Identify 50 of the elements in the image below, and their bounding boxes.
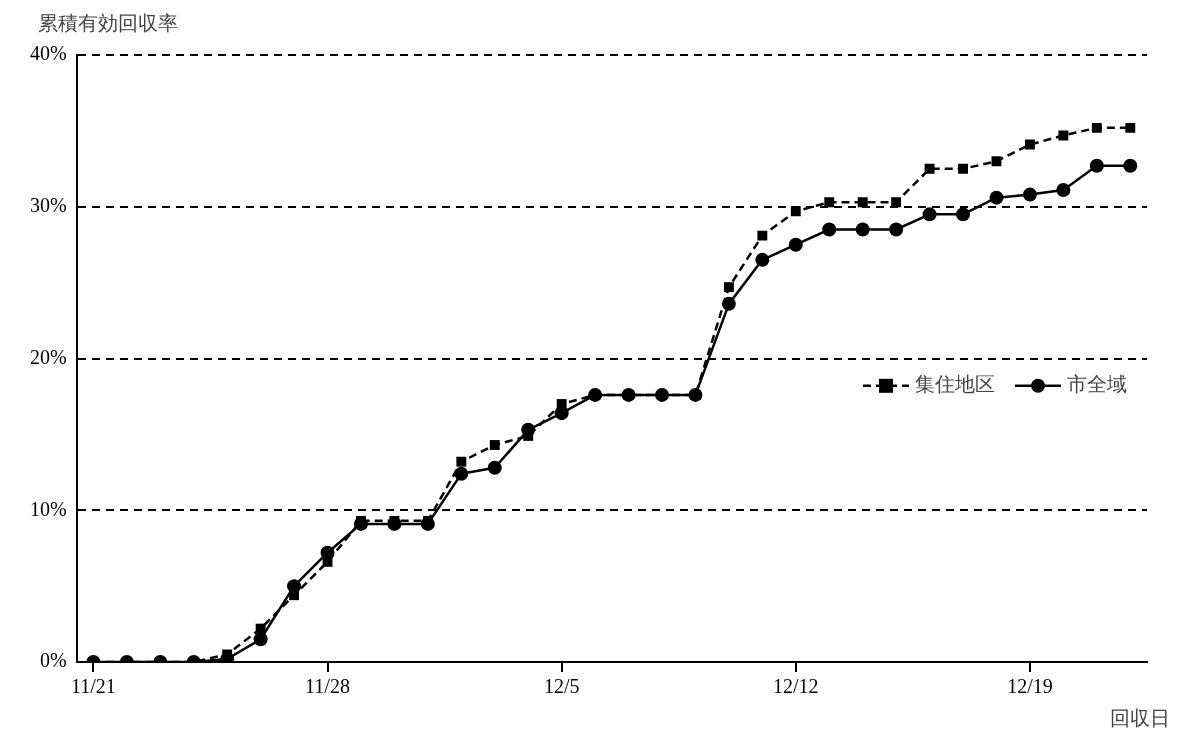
point: [454, 466, 469, 481]
x-tick-label: 12/12: [773, 675, 819, 698]
point: [1089, 158, 1104, 173]
x-tick-label: 11/21: [70, 675, 116, 698]
point: [991, 156, 1002, 167]
point: [253, 632, 268, 647]
point: [320, 545, 335, 560]
point: [822, 222, 837, 237]
y-tick-label: 30%: [29, 194, 67, 216]
point: [889, 222, 904, 237]
x-tick-label: 12/19: [1007, 675, 1053, 698]
y-axis-title: 累積有効回収率: [38, 10, 178, 37]
point: [1022, 187, 1037, 202]
y-tick-label: 0%: [39, 649, 67, 672]
point: [1024, 139, 1035, 150]
point: [521, 422, 536, 437]
point: [788, 237, 803, 252]
y-tick-label: 40%: [29, 42, 67, 65]
x-tick-label: 12/5: [543, 675, 580, 698]
point: [1125, 122, 1136, 133]
point: [989, 190, 1004, 205]
point: [790, 206, 801, 217]
point: [855, 222, 870, 237]
point: [891, 197, 902, 208]
point: [456, 456, 467, 467]
point: [958, 163, 968, 174]
point: [721, 296, 736, 311]
point: [487, 460, 502, 475]
point: [1091, 122, 1102, 133]
point: [1058, 130, 1069, 141]
point: [387, 516, 402, 531]
y-tick-label: 20%: [29, 345, 67, 368]
point: [924, 163, 935, 174]
x-tick-label: 11/28: [305, 675, 350, 698]
legend-label: 市全域: [1067, 372, 1127, 397]
point: [956, 207, 971, 222]
y-tick-label: 10%: [29, 497, 67, 520]
point: [922, 207, 937, 222]
point: [857, 197, 868, 208]
point: [1123, 158, 1138, 173]
point: [554, 406, 569, 421]
point: [755, 252, 770, 267]
legend-label: 集住地区: [915, 372, 995, 397]
point: [757, 230, 768, 241]
point: [489, 440, 500, 450]
x-axis-title: 回収日: [1110, 705, 1170, 732]
point: [353, 516, 368, 531]
point: [824, 197, 835, 208]
point: [723, 282, 734, 293]
point: [1056, 183, 1071, 198]
